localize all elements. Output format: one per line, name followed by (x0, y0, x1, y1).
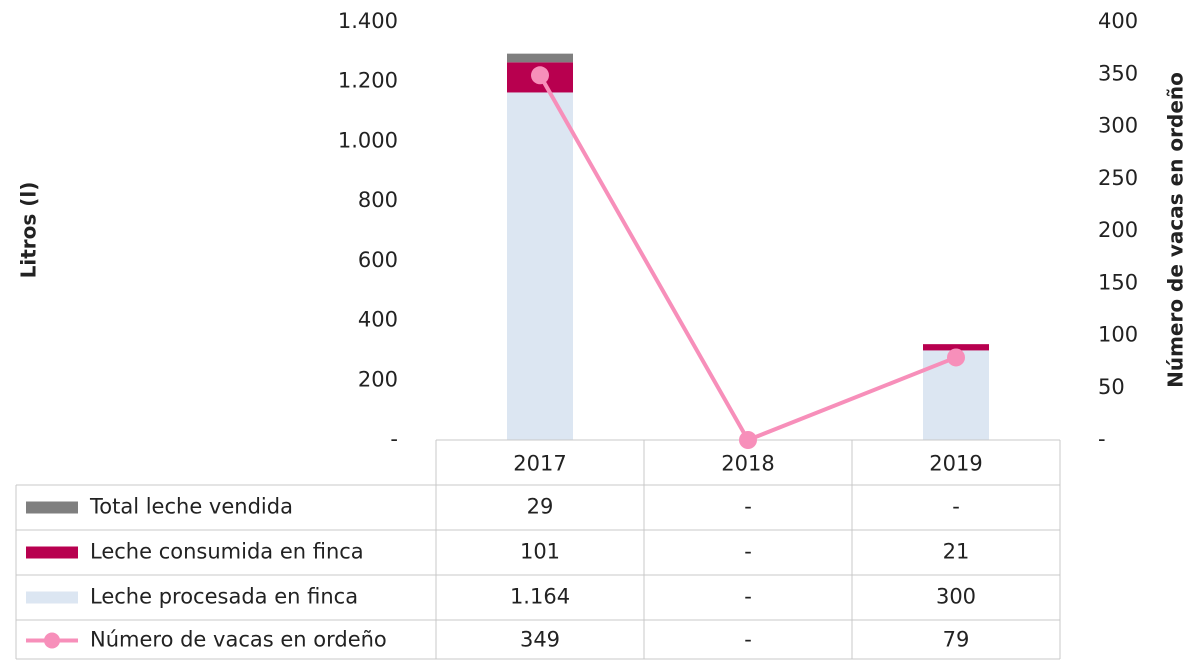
table-cell: 101 (520, 540, 560, 564)
y2-tick-label: 350 (1098, 61, 1138, 85)
legend-key (26, 501, 78, 514)
line-point (739, 431, 757, 449)
y2-axis-title: Número de vacas en ordeño (1164, 72, 1188, 388)
table-cell: 21 (943, 540, 970, 564)
bar-segment (507, 92, 573, 440)
y2-tick-label: 50 (1098, 375, 1125, 399)
table-cell: 1.164 (510, 585, 570, 609)
y2-tick-label: 250 (1098, 166, 1138, 190)
table-cell: - (744, 540, 752, 564)
bar-segment (507, 53, 573, 63)
line (538, 74, 957, 443)
line-point (531, 66, 549, 85)
y-tick-label: 1.200 (338, 69, 398, 93)
table-cell: - (744, 628, 752, 652)
legend-key (26, 546, 78, 559)
legend-label: Número de vacas en ordeño (90, 628, 387, 652)
legend-label: Leche consumida en finca (90, 540, 364, 564)
x-tick-label: 2018 (721, 452, 774, 476)
y-tick-label: 200 (358, 367, 398, 391)
y2-tick-label: 150 (1098, 270, 1138, 294)
y2-tick-label: 300 (1098, 114, 1138, 138)
legend-key (26, 591, 78, 604)
y-tick-label: 800 (358, 188, 398, 212)
legend-label: Leche procesada en finca (90, 585, 358, 609)
x-tick-label: 2017 (513, 452, 566, 476)
y2-tick-label: 200 (1098, 218, 1138, 242)
x-tick-label: 2019 (929, 452, 982, 476)
y-tick-label: - (390, 427, 398, 451)
table-cell: - (952, 495, 960, 519)
y2-tick-label: 100 (1098, 323, 1138, 347)
legend-key (44, 632, 60, 649)
table-cell: 300 (936, 585, 976, 609)
table-cell: - (744, 495, 752, 519)
y-axis-title: Litros (l) (17, 182, 41, 279)
y2-tick-label: 400 (1098, 9, 1138, 33)
y-tick-label: 1.400 (338, 9, 398, 33)
legend-label: Total leche vendida (89, 495, 293, 519)
table-cell: 349 (520, 628, 560, 652)
y-tick-label: 1.000 (338, 128, 398, 152)
y-tick-label: 400 (358, 308, 398, 332)
y2-tick-label: - (1098, 427, 1106, 451)
table-cell: 79 (943, 628, 970, 652)
y-tick-label: 600 (358, 248, 398, 272)
table-cell: - (744, 585, 752, 609)
table-cell: 29 (527, 495, 554, 519)
line-point (947, 348, 965, 367)
bar-segment (923, 344, 989, 351)
